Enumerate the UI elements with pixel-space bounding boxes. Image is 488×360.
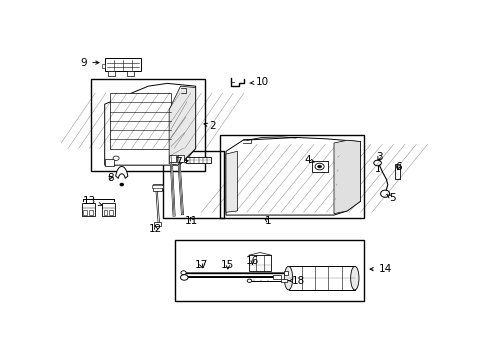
Ellipse shape: [284, 266, 292, 290]
Bar: [82, 203, 95, 216]
Text: 5: 5: [386, 193, 395, 203]
Bar: [83, 210, 87, 215]
Bar: [152, 185, 163, 188]
Bar: [175, 240, 364, 301]
Polygon shape: [225, 151, 237, 212]
Bar: [280, 279, 286, 282]
Bar: [153, 184, 161, 191]
Text: 6: 6: [394, 162, 401, 172]
Bar: [186, 157, 210, 163]
Bar: [104, 159, 114, 166]
Text: 16: 16: [245, 256, 259, 266]
Bar: [284, 271, 287, 275]
Bar: [288, 266, 354, 290]
Bar: [103, 210, 107, 215]
Bar: [163, 151, 224, 218]
Text: 14: 14: [369, 264, 391, 274]
Text: 17: 17: [194, 260, 207, 270]
Circle shape: [314, 163, 324, 170]
Bar: [220, 135, 364, 218]
Bar: [169, 156, 176, 162]
Text: 8: 8: [107, 173, 114, 183]
Bar: [395, 164, 400, 179]
Circle shape: [113, 156, 119, 161]
Circle shape: [180, 275, 188, 280]
Bar: [109, 210, 112, 215]
Bar: [273, 275, 280, 279]
Bar: [127, 71, 134, 76]
Bar: [395, 164, 399, 167]
Bar: [102, 203, 115, 216]
Bar: [110, 93, 171, 149]
Circle shape: [373, 160, 381, 166]
Circle shape: [247, 279, 251, 283]
Bar: [311, 161, 327, 172]
Polygon shape: [169, 86, 195, 165]
Bar: [104, 58, 141, 71]
Text: 10: 10: [249, 77, 268, 87]
Circle shape: [181, 271, 186, 275]
Bar: [176, 156, 183, 162]
Polygon shape: [116, 166, 127, 178]
Text: 11: 11: [185, 216, 198, 226]
Text: 15: 15: [221, 260, 234, 270]
Text: 7: 7: [175, 157, 188, 167]
Text: 1: 1: [264, 216, 270, 226]
Bar: [89, 210, 92, 215]
Bar: [102, 64, 104, 68]
Circle shape: [317, 165, 321, 168]
Text: 2: 2: [203, 121, 216, 131]
Text: 4: 4: [304, 155, 313, 165]
Bar: [154, 222, 161, 226]
Bar: [108, 71, 115, 76]
Text: 18: 18: [288, 276, 304, 286]
Text: 3: 3: [375, 152, 382, 162]
Polygon shape: [225, 138, 360, 215]
Text: 9: 9: [81, 58, 99, 68]
Circle shape: [120, 184, 123, 186]
Text: 13: 13: [83, 196, 102, 206]
Bar: [91, 79, 205, 171]
Ellipse shape: [350, 266, 358, 290]
Polygon shape: [333, 140, 360, 214]
Polygon shape: [104, 84, 195, 165]
Text: 12: 12: [149, 224, 162, 234]
Bar: [248, 255, 271, 270]
